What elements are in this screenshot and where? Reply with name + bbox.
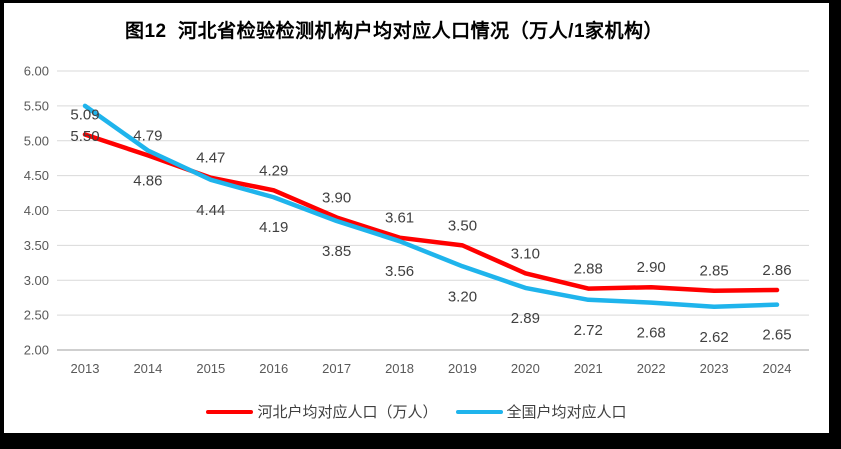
national-series-swatch-icon: [455, 409, 503, 414]
legend-label-hebei: 河北户均对应人口（万人）: [257, 404, 438, 421]
hebei-data-label: 2.88: [574, 261, 603, 278]
hebei-data-label: 2.85: [699, 263, 728, 280]
x-axis-tick-label: 2021: [574, 361, 603, 376]
y-axis-tick-label: 4.00: [24, 203, 49, 218]
legend-item-national: 全国户均对应人口: [455, 401, 627, 422]
x-axis-tick-label: 2013: [71, 361, 100, 376]
legend-item-hebei: 河北户均对应人口（万人）: [206, 401, 438, 422]
y-axis-tick-label: 6.00: [24, 64, 49, 79]
national-series-line: [82, 103, 780, 310]
x-axis-tick-label: 2015: [196, 361, 225, 376]
y-axis-tick-label: 4.50: [24, 168, 49, 183]
national-data-label: 3.20: [448, 288, 477, 305]
hebei-series-line: [82, 132, 780, 293]
hebei-data-label: 4.29: [259, 162, 288, 179]
y-axis-tick-label: 3.50: [24, 238, 49, 253]
hebei-data-label: 4.79: [133, 127, 162, 144]
national-data-label: 2.62: [699, 329, 728, 346]
national-data-label: 2.89: [511, 310, 540, 327]
y-axis-tick-label: 5.00: [24, 133, 49, 148]
x-axis-tick-label: 2020: [511, 361, 540, 376]
national-data-label: 2.72: [574, 322, 603, 339]
x-axis-tick-label: 2023: [700, 361, 729, 376]
hebei-data-label: 3.10: [511, 245, 540, 262]
x-axis-tick-label: 2018: [385, 361, 414, 376]
chart-title: 图12 河北省检验检测机构户均对应人口情况（万人/1家机构）: [124, 21, 664, 42]
national-data-label: 4.86: [133, 173, 162, 190]
national-data-label: 2.68: [637, 325, 666, 342]
y-axis-tick-label: 2.50: [24, 308, 49, 323]
national-data-label: 2.65: [762, 327, 791, 344]
x-axis-tick-label: 2016: [259, 361, 288, 376]
hebei-data-label: 2.90: [637, 259, 666, 276]
national-data-label: 4.19: [259, 219, 288, 236]
national-data-label: 3.85: [322, 243, 351, 260]
hebei-data-label: 3.90: [322, 189, 351, 206]
hebei-data-label: 2.86: [762, 262, 791, 279]
y-axis-tick-label: 2.00: [24, 343, 49, 358]
national-data-label: 3.56: [385, 263, 414, 280]
x-axis-tick-label: 2019: [448, 361, 477, 376]
hebei-data-label: 4.47: [196, 150, 225, 167]
legend-label-national: 全国户均对应人口: [506, 404, 627, 421]
line-chart-plot-area: 6.00 5.50 5.00 4.50 4.00 3.50 3.00 2.50 2.00 2013…: [24, 64, 809, 376]
national-data-label: 4.44: [196, 202, 225, 219]
hebei-series-swatch-icon: [206, 409, 254, 414]
x-axis-tick-label: 2014: [133, 361, 162, 376]
y-axis-tick-label: 5.50: [24, 98, 49, 113]
x-axis-tick-label: 2017: [322, 361, 351, 376]
x-axis-tick-label: 2024: [763, 361, 792, 376]
x-axis-tick-label: 2022: [637, 361, 666, 376]
hebei-data-label: 5.09: [70, 106, 99, 123]
hebei-data-label: 3.61: [385, 210, 414, 227]
chart-legend: 河北户均对应人口（万人） 全国户均对应人口: [4, 401, 829, 422]
y-axis-tick-label: 3.00: [24, 273, 49, 288]
hebei-data-label: 3.50: [448, 217, 477, 234]
national-data-label: 5.50: [70, 128, 99, 145]
